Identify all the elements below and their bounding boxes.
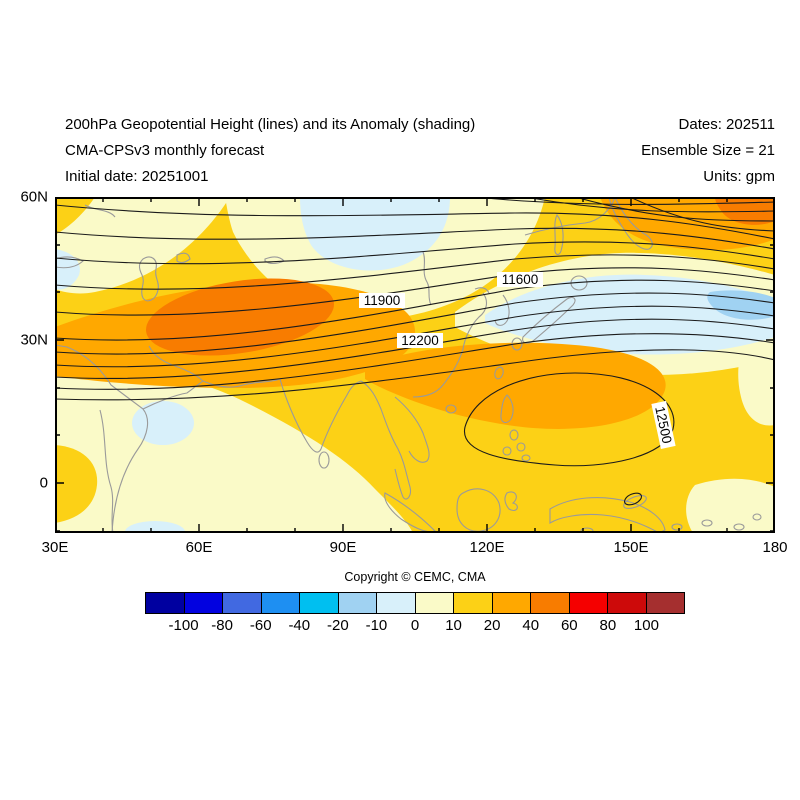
contour-label-11900: 11900: [364, 293, 401, 308]
map-panel: 11600 11900 12200 12500: [55, 197, 775, 533]
header-right: Dates: 202511 Ensemble Size = 21 Units: …: [641, 112, 775, 190]
colorbar-tick-label: -10: [365, 617, 388, 634]
colorbar-tick-label: 0: [410, 617, 420, 634]
colorbar-cell: [377, 593, 416, 613]
colorbar-cell: [531, 593, 570, 613]
y-tick-30N: 30N: [20, 331, 48, 349]
colorbar-cell: [608, 593, 647, 613]
colorbar: [145, 592, 685, 614]
anomaly-shading-neg20-neg10: [707, 290, 775, 320]
x-tick-30E: 30E: [41, 539, 69, 556]
map-frame: [55, 197, 775, 533]
contour-label-12200: 12200: [401, 333, 439, 348]
colorbar-tick-label: 100: [633, 617, 659, 634]
colorbar-cell: [569, 593, 608, 613]
colorbar-cell: [146, 593, 185, 613]
colorbar-tick-label: 20: [483, 617, 501, 634]
x-tick-180: 180: [762, 539, 788, 556]
header-left: 200hPa Geopotential Height (lines) and i…: [65, 112, 475, 190]
height-contours: [55, 197, 775, 506]
model-name: CMA-CPSv3 monthly forecast: [65, 142, 265, 159]
units-label: Units: gpm: [703, 168, 775, 185]
plot-title: 200hPa Geopotential Height (lines) and i…: [65, 116, 476, 133]
colorbar-tick-label: 40: [522, 617, 540, 634]
colorbar-tick-label: 10: [445, 617, 462, 634]
colorbar-cell: [338, 593, 377, 613]
colorbar-cell: [492, 593, 531, 613]
colorbar-cell: [415, 593, 454, 613]
colorbar-tick-label: -60: [249, 617, 272, 634]
x-tick-120E: 120E: [469, 539, 505, 556]
x-tick-90E: 90E: [329, 539, 357, 556]
colorbar-cell: [454, 593, 493, 613]
colorbar-cell: [223, 593, 262, 613]
y-tick-60N: 60N: [20, 188, 48, 206]
colorbar-tick-label: 60: [560, 617, 578, 634]
colorbar-cell: [300, 593, 339, 613]
colorbar-tick-label: -80: [211, 617, 233, 634]
anomaly-shading-40-60: [146, 197, 775, 356]
y-tick-0: 0: [39, 474, 48, 492]
initial-date: Initial date: 20251001: [65, 168, 209, 185]
map-svg: 11600 11900 12200 12500: [55, 197, 775, 533]
contour-label-11600: 11600: [502, 272, 539, 287]
valid-dates: Dates: 202511: [678, 116, 775, 133]
contour-labels: 11600 11900 12200 12500: [359, 272, 676, 449]
colorbar-tick-label: -20: [327, 617, 349, 634]
colorbar-tick-label: 80: [599, 617, 617, 634]
ensemble-size: Ensemble Size = 21: [641, 142, 775, 159]
x-tick-150E: 150E: [613, 539, 649, 556]
colorbar-tick-label: -40: [288, 617, 311, 634]
copyright-text: Copyright © CEMC, CMA: [344, 570, 486, 584]
colorbar-tick-label: -100: [168, 617, 199, 634]
colorbar-cell: [184, 593, 223, 613]
x-tick-60E: 60E: [185, 539, 213, 556]
anomaly-shading-10-20-blob: [55, 445, 98, 523]
colorbar-cell: [646, 593, 684, 613]
map-content: 11600 11900 12200 12500: [55, 197, 775, 533]
colorbar-tick-labels: -100 -80 -60 -40 -20 -10 0 10 20 40 60 80 100: [145, 617, 685, 637]
colorbar-cell: [261, 593, 300, 613]
